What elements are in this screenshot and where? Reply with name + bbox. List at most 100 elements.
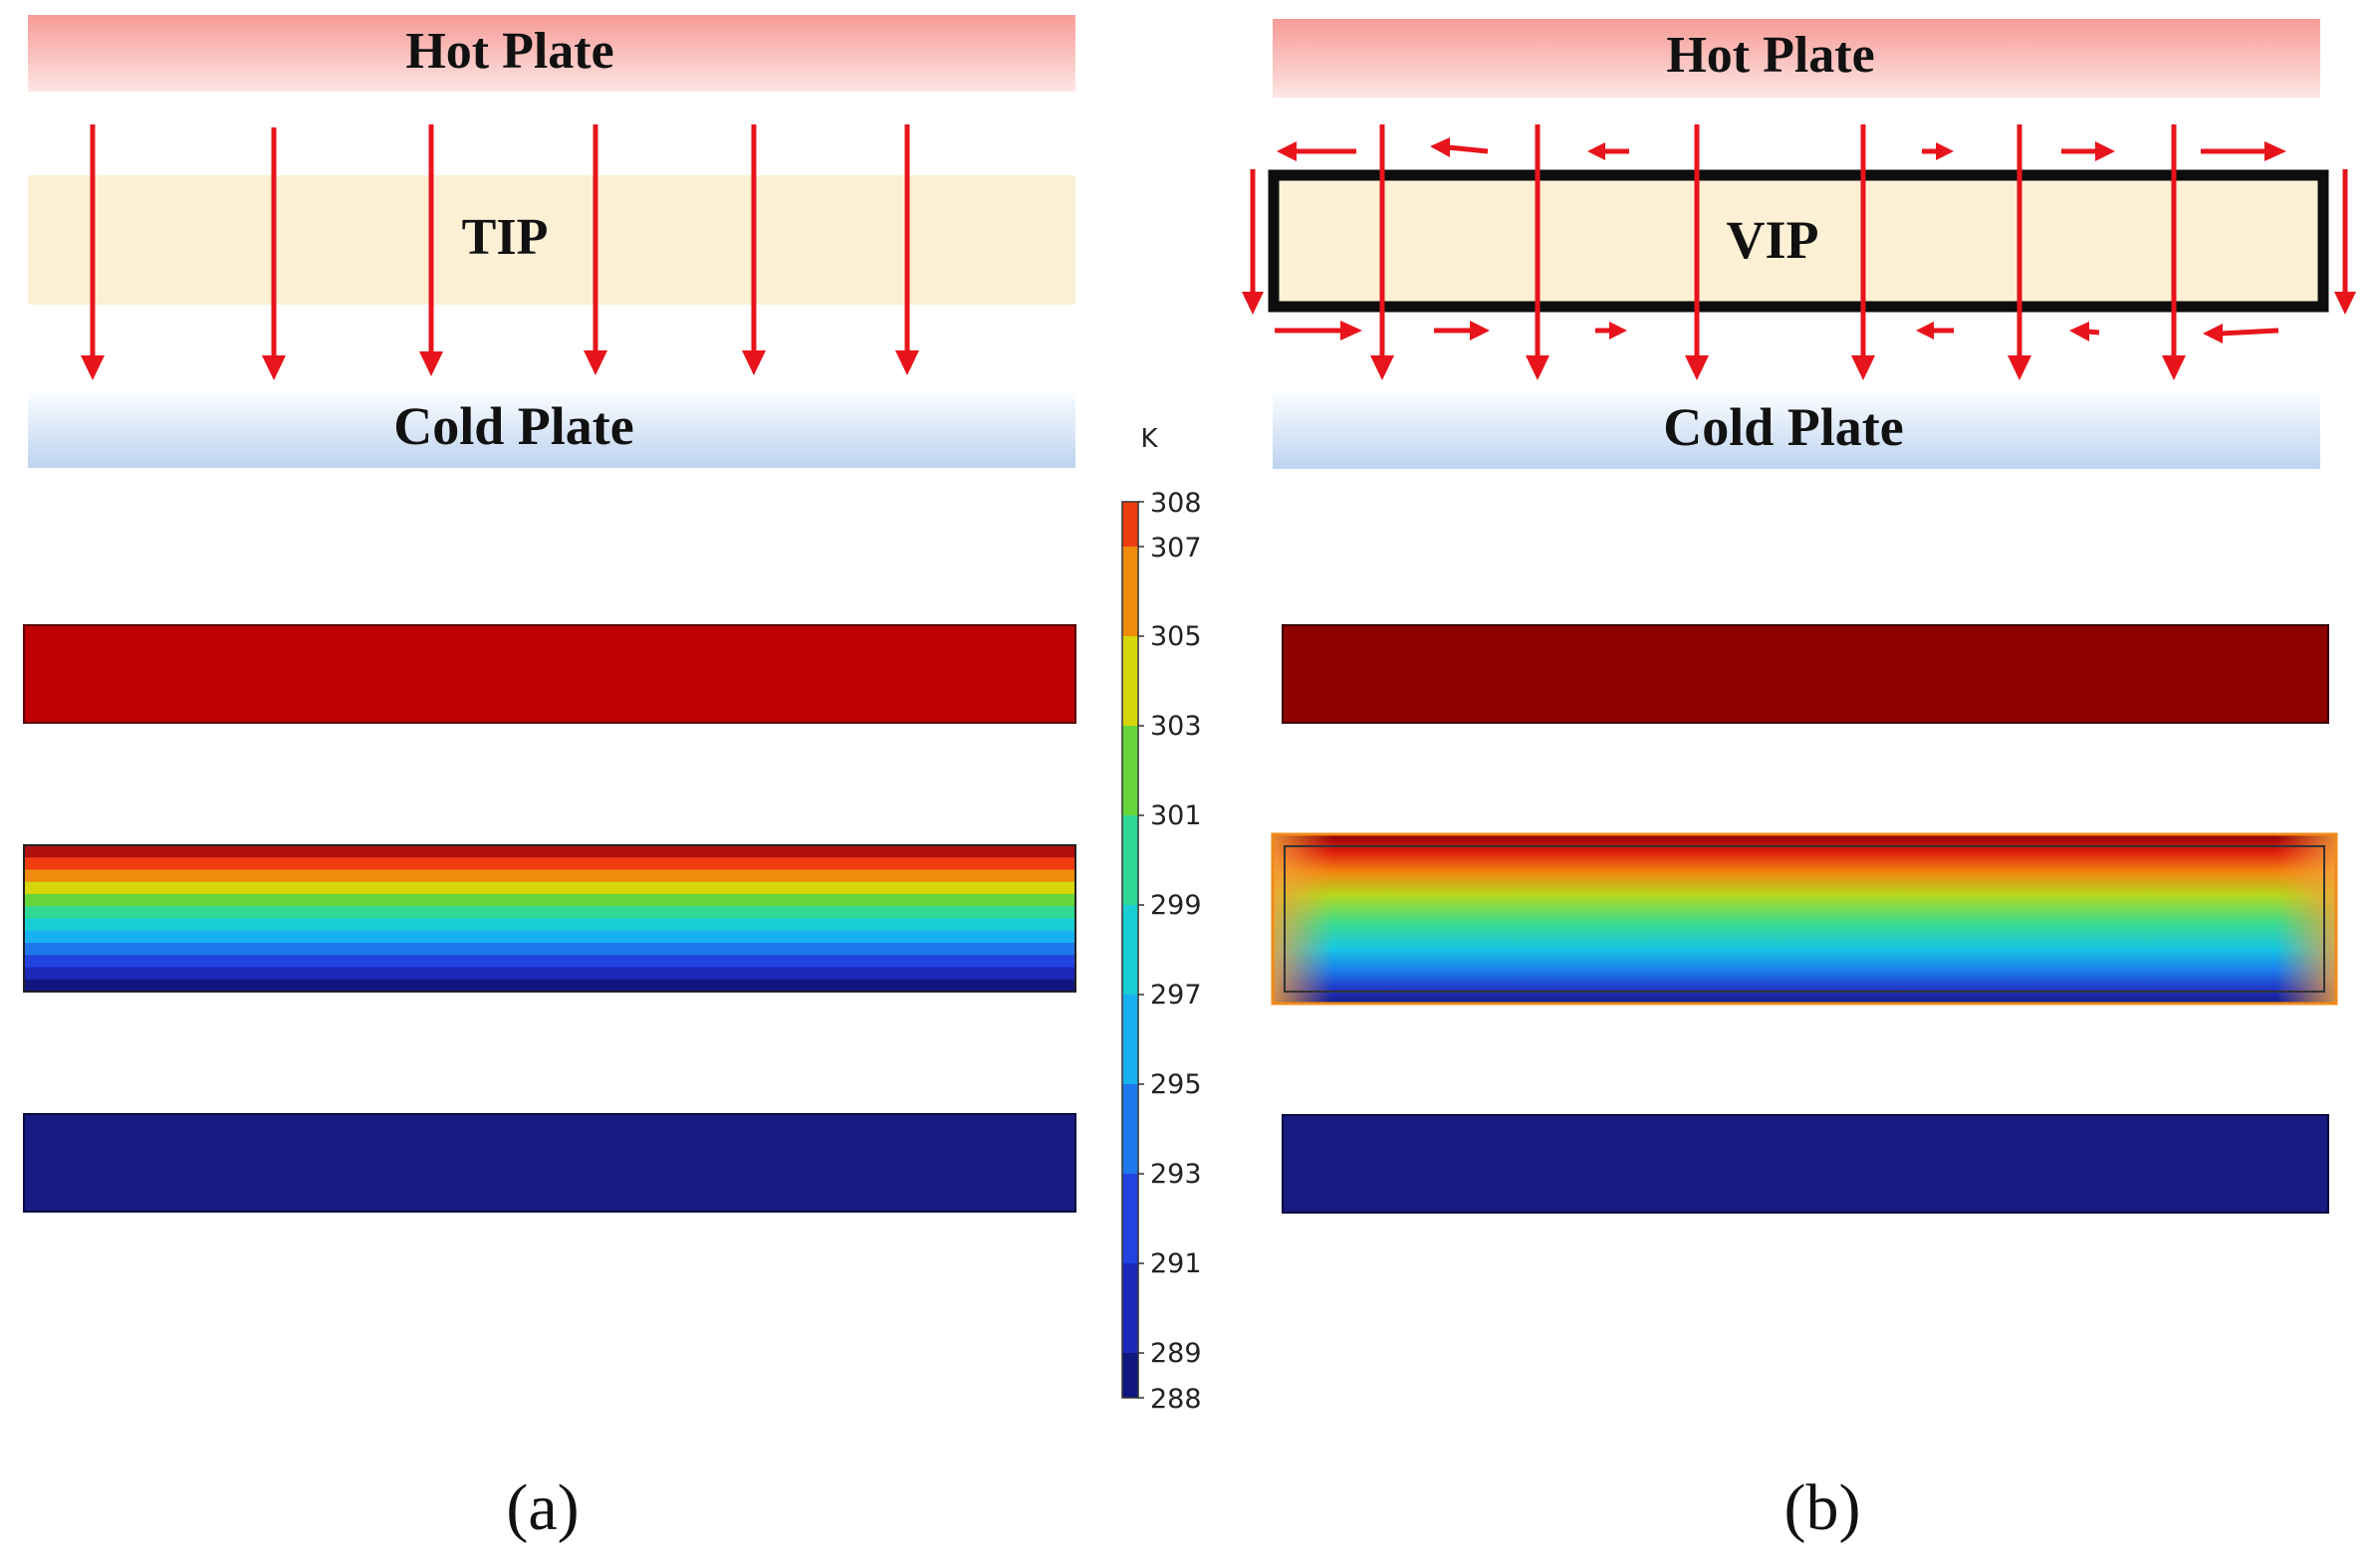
tip-band xyxy=(24,979,1075,993)
colorbar-band xyxy=(1122,995,1138,1084)
tip-band xyxy=(24,930,1075,944)
lateral-arrow-head xyxy=(1936,142,1954,160)
heat-arrow-head xyxy=(2334,292,2356,315)
vip-label: VIP xyxy=(1727,210,1819,270)
caption-b: (b) xyxy=(1784,1471,1861,1544)
lateral-arrow-head xyxy=(2264,141,2286,161)
lateral-arrow xyxy=(1447,144,1489,154)
colorbar-tick-label: 288 xyxy=(1150,1384,1202,1415)
lateral-arrow-head xyxy=(1916,322,1934,339)
lateral-arrow-head xyxy=(1587,142,1605,160)
colorbar-band xyxy=(1122,502,1138,547)
cold-plate-a xyxy=(28,391,1075,468)
heat-arrow-head xyxy=(1526,355,1549,380)
lateral-arrows-bottom xyxy=(1275,321,2279,343)
hot-plate-a-label: Hot Plate xyxy=(405,23,613,80)
hot-plate-field-b xyxy=(1282,624,2329,724)
tip-layer xyxy=(28,175,1075,305)
panel-b-schematic: Hot Plate VIP Cold Plate xyxy=(1242,19,2356,469)
hot-plate-field-a xyxy=(23,624,1076,724)
heat-arrow-head xyxy=(2008,355,2031,380)
heat-flux-arrows-a xyxy=(81,124,919,380)
lateral-arrow-head xyxy=(1340,321,1362,340)
tip-field-outline xyxy=(23,844,1076,993)
tip-band xyxy=(24,967,1075,981)
vip-field xyxy=(1273,834,2336,1004)
cold-plate-a-label: Cold Plate xyxy=(393,396,633,456)
lateral-arrow-head xyxy=(2095,141,2115,161)
colorbar: K 308 307 305 303 301 299 297 295 293 291 289 288 xyxy=(1121,424,1202,1415)
lateral-arrow-head xyxy=(1470,321,1490,340)
tip-band xyxy=(24,894,1075,907)
tip-band xyxy=(24,857,1075,870)
colorbar-tick-label: 289 xyxy=(1150,1338,1202,1369)
colorbar-unit: K xyxy=(1140,424,1158,454)
heat-arrow-head xyxy=(419,351,443,376)
tip-band xyxy=(24,869,1075,883)
tip-band xyxy=(24,845,1075,858)
colorbar-tick-label: 299 xyxy=(1150,890,1202,921)
colorbar-tick-label: 295 xyxy=(1150,1069,1202,1100)
cold-plate-field-a xyxy=(23,1113,1076,1213)
heat-arrow-head xyxy=(1370,355,1394,380)
hot-plate-b-label: Hot Plate xyxy=(1666,27,1874,84)
colorbar-tick-label: 305 xyxy=(1150,621,1202,652)
colorbar-band xyxy=(1122,1174,1138,1263)
colorbar-band xyxy=(1122,1084,1138,1174)
lateral-arrows-top xyxy=(1277,137,2286,161)
colorbar-band xyxy=(1122,726,1138,815)
heat-arrow-head xyxy=(262,355,286,380)
tip-band xyxy=(24,955,1075,968)
heat-arrow-head xyxy=(742,350,766,375)
tip-label: TIP xyxy=(462,209,549,266)
hot-plate-b xyxy=(1273,19,2320,98)
colorbar-band xyxy=(1122,1263,1138,1353)
heat-arrow-head xyxy=(1685,355,1709,380)
tip-band xyxy=(24,881,1075,895)
colorbar-tick-label: 291 xyxy=(1150,1248,1202,1279)
tip-temperature-bands xyxy=(24,845,1075,993)
vip-field-outline xyxy=(1271,832,2338,1006)
lateral-arrow-head xyxy=(1609,322,1627,339)
tip-band xyxy=(24,918,1075,932)
colorbar-tick-label: 297 xyxy=(1150,980,1202,1010)
cold-plate-b xyxy=(1273,392,2320,469)
heat-arrow-head xyxy=(1851,355,1875,380)
colorbar-tick-label: 303 xyxy=(1150,711,1202,742)
colorbar-bands xyxy=(1122,502,1138,1398)
heat-arrow-head xyxy=(2162,355,2186,380)
lateral-arrow-head xyxy=(1277,141,1297,161)
lateral-arrow-head xyxy=(2069,322,2089,341)
heat-arrow-head xyxy=(584,350,607,375)
heat-arrow-head xyxy=(81,355,105,380)
hot-plate-a xyxy=(28,15,1075,92)
vip-field-edge-left xyxy=(1273,834,1332,1004)
colorbar-tick-label: 308 xyxy=(1150,488,1202,519)
panel-a-schematic: Hot Plate TIP Cold Plate xyxy=(28,15,1075,468)
caption-a: (a) xyxy=(506,1471,579,1544)
tip-band xyxy=(24,906,1075,919)
panel-a-simulation xyxy=(23,624,1076,1213)
lateral-arrow-head xyxy=(2203,324,2223,343)
vip-field-edge-right xyxy=(2276,834,2336,1004)
cold-plate-b-label: Cold Plate xyxy=(1663,397,1903,457)
panel-b-simulation xyxy=(1271,624,2338,1214)
cold-plate-field-b xyxy=(1282,1114,2329,1214)
lateral-arrow xyxy=(2220,328,2279,336)
colorbar-band xyxy=(1122,547,1138,636)
vip-core-outline xyxy=(1284,845,2325,993)
colorbar-band xyxy=(1122,905,1138,995)
vip-panel xyxy=(1268,169,2329,313)
tip-band xyxy=(24,943,1075,956)
heat-flux-arrows-b xyxy=(1242,124,2356,380)
colorbar-band xyxy=(1122,1353,1138,1398)
colorbar-tick-label: 301 xyxy=(1150,800,1202,831)
heat-arrow-head xyxy=(1242,292,1264,315)
colorbar-ticks: 308 307 305 303 301 299 297 295 293 291 289 288 xyxy=(1138,488,1202,1415)
heat-arrow-head xyxy=(895,350,919,375)
colorbar-frame xyxy=(1121,501,1139,1399)
colorbar-band xyxy=(1122,636,1138,726)
colorbar-tick-label: 293 xyxy=(1150,1159,1202,1190)
lateral-arrow-head xyxy=(1430,137,1450,157)
